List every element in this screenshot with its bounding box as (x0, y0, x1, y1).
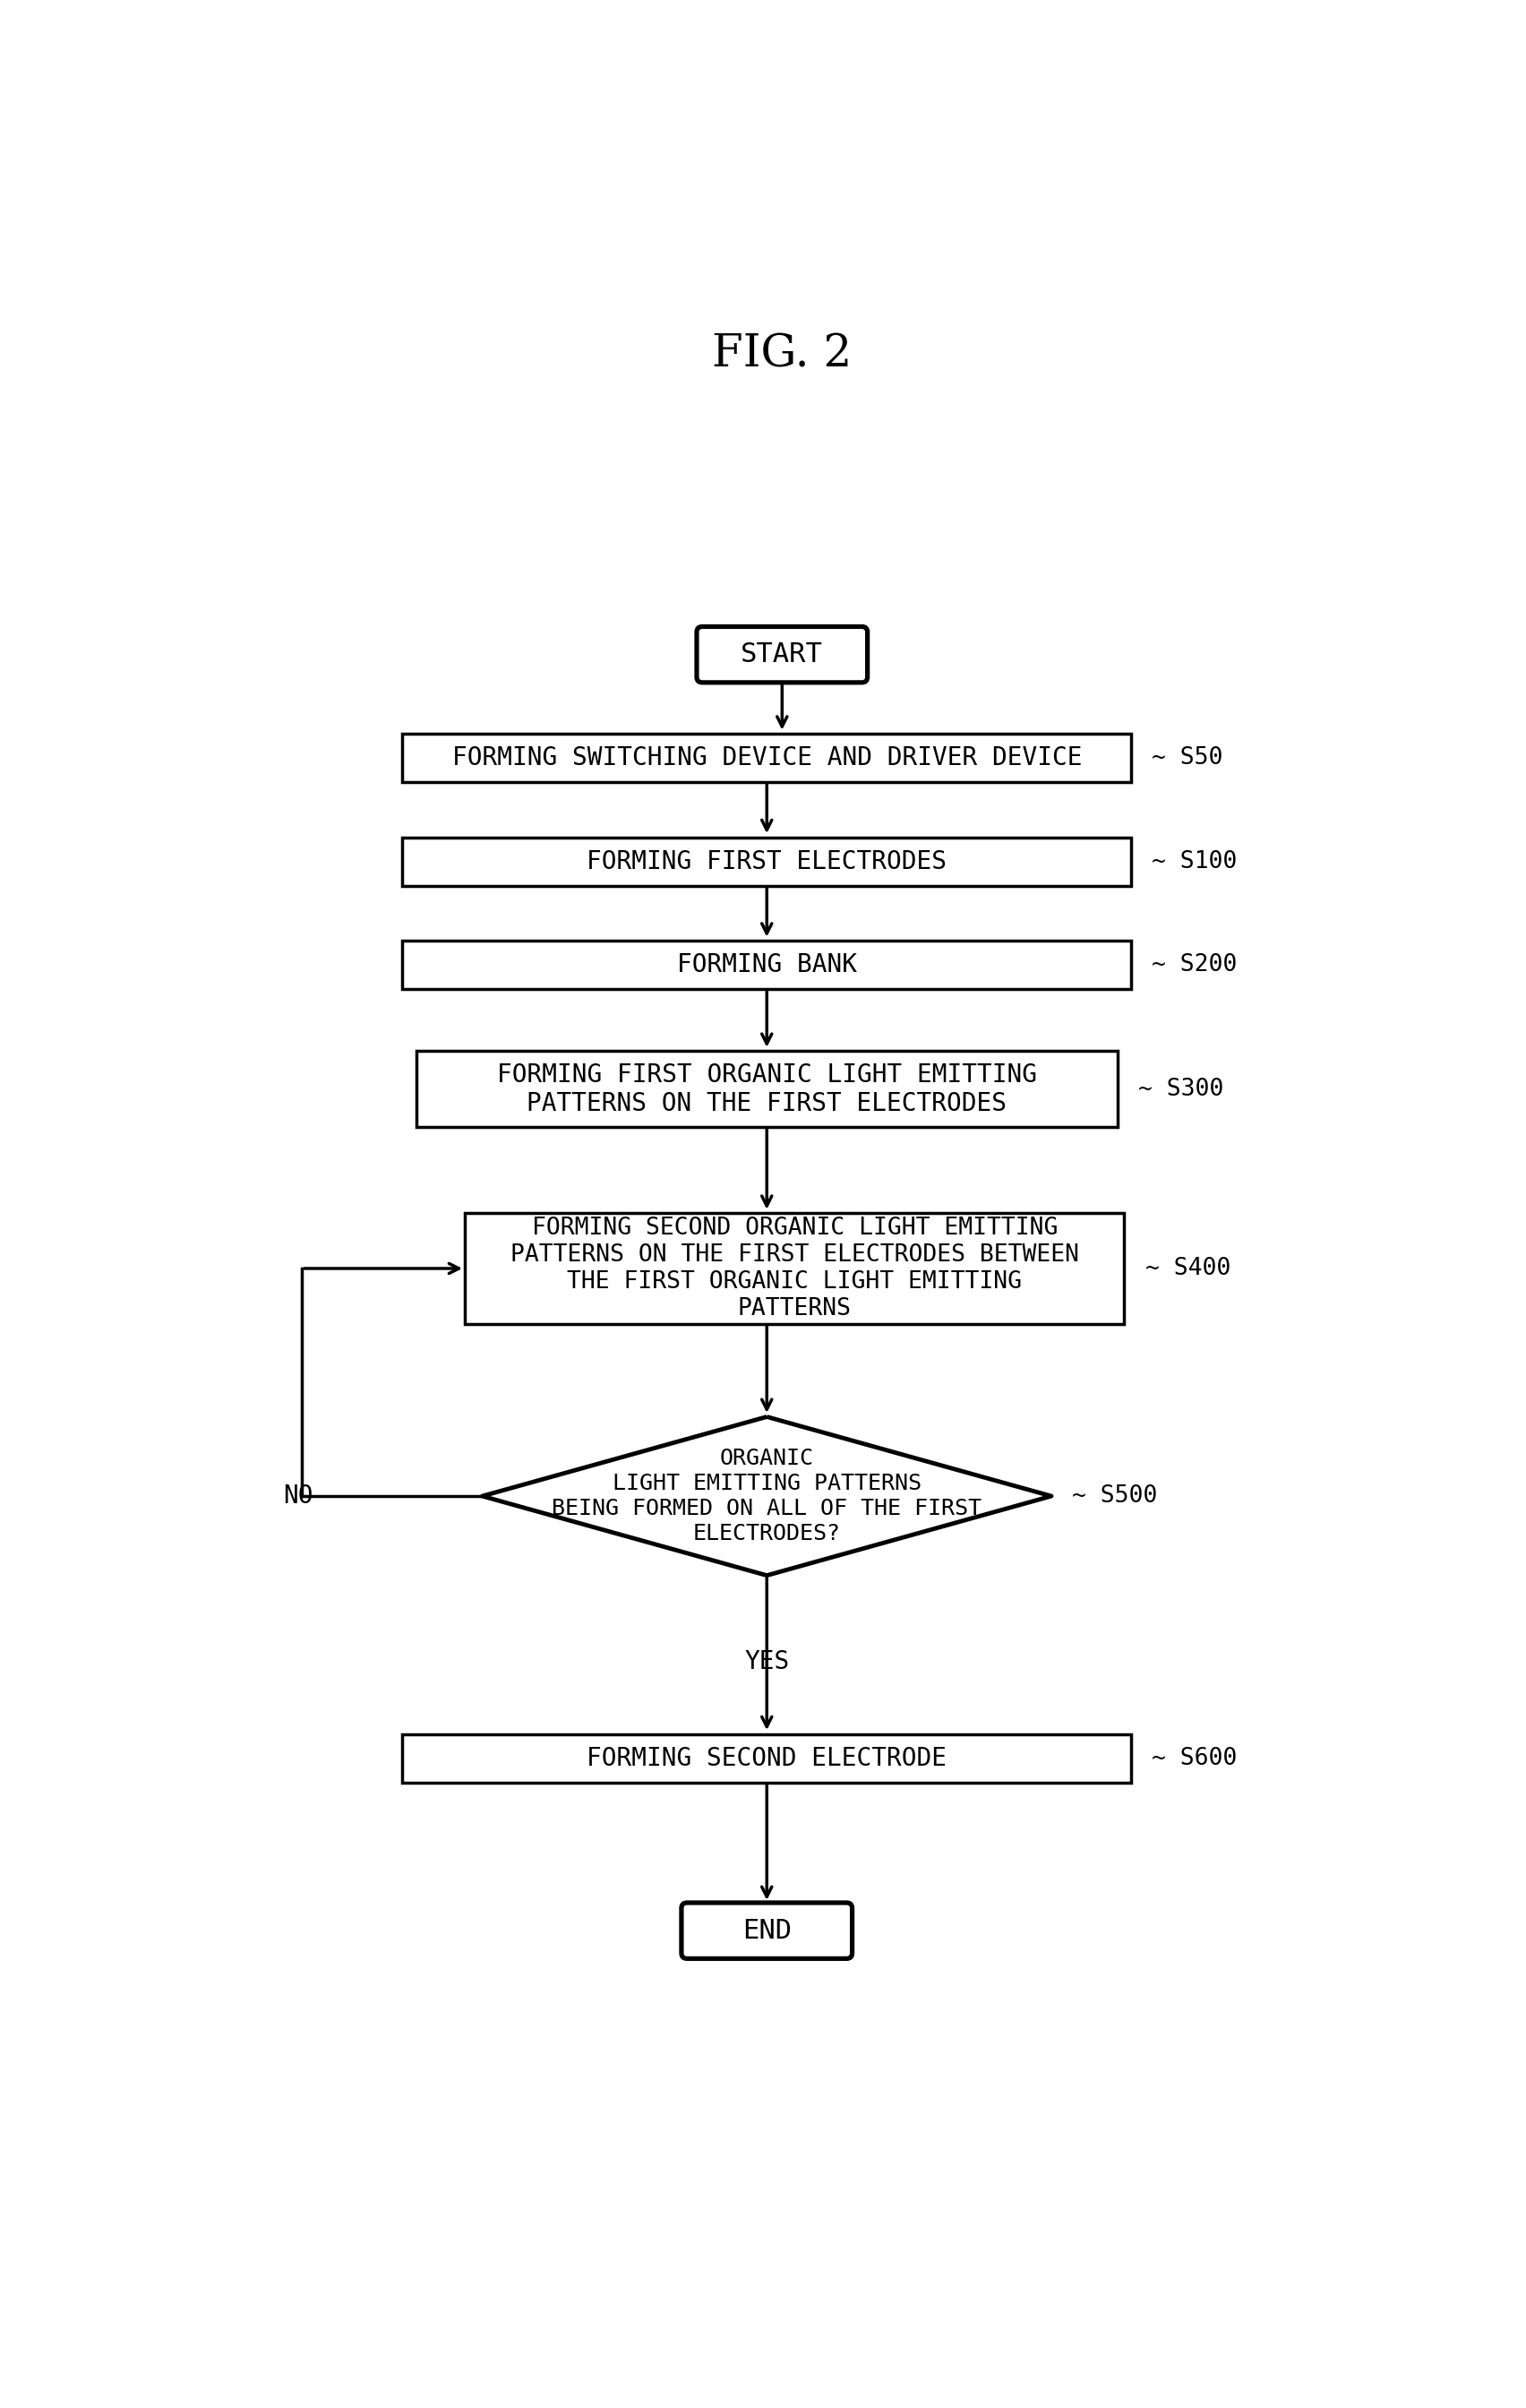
Text: ~ S500: ~ S500 (1073, 1483, 1158, 1507)
Text: ~ S100: ~ S100 (1152, 850, 1238, 874)
Text: NO: NO (284, 1483, 313, 1510)
Text: FORMING FIRST ORGANIC LIGHT EMITTING
PATTERNS ON THE FIRST ELECTRODES: FORMING FIRST ORGANIC LIGHT EMITTING PAT… (497, 1062, 1036, 1117)
Text: ~ S200: ~ S200 (1152, 954, 1238, 978)
Text: FORMING BANK: FORMING BANK (678, 954, 856, 978)
Bar (403, 1734, 1131, 1782)
Text: ~ S300: ~ S300 (1138, 1076, 1224, 1100)
Text: END: END (742, 1917, 792, 1943)
Text: ORGANIC
LIGHT EMITTING PATTERNS
BEING FORMED ON ALL OF THE FIRST
ELECTRODES?: ORGANIC LIGHT EMITTING PATTERNS BEING FO… (552, 1447, 981, 1544)
Bar (403, 838, 1131, 886)
Text: ~ S50: ~ S50 (1152, 746, 1222, 771)
Text: FORMING FIRST ELECTRODES: FORMING FIRST ELECTRODES (588, 850, 946, 874)
FancyBboxPatch shape (682, 1902, 852, 1958)
Text: FORMING SWITCHING DEVICE AND DRIVER DEVICE: FORMING SWITCHING DEVICE AND DRIVER DEVI… (452, 746, 1082, 771)
Text: FIG. 2: FIG. 2 (713, 332, 852, 376)
Bar (403, 942, 1131, 990)
Text: ~ S600: ~ S600 (1152, 1746, 1238, 1770)
Bar (417, 1052, 1117, 1127)
Bar (465, 1214, 1125, 1324)
Bar (403, 734, 1131, 783)
FancyBboxPatch shape (697, 626, 867, 681)
Text: FORMING SECOND ELECTRODE: FORMING SECOND ELECTRODE (588, 1746, 946, 1770)
Text: START: START (742, 641, 823, 667)
Text: ~ S400: ~ S400 (1144, 1257, 1230, 1281)
Text: YES: YES (745, 1649, 789, 1674)
Text: FORMING SECOND ORGANIC LIGHT EMITTING
PATTERNS ON THE FIRST ELECTRODES BETWEEN
T: FORMING SECOND ORGANIC LIGHT EMITTING PA… (510, 1216, 1079, 1320)
